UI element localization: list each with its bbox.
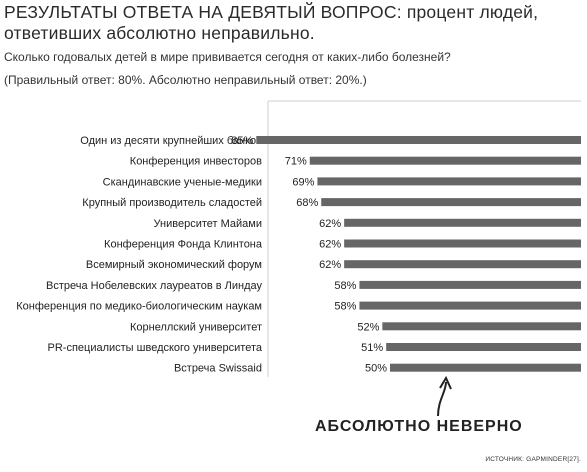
curved-arrow-up-icon	[437, 375, 452, 417]
value-label: 85%	[231, 135, 253, 147]
category-label: Один из десяти крупнейших банков	[80, 135, 262, 147]
bar	[359, 280, 581, 289]
chart-title-main: Результаты ответа на девятый вопрос:	[4, 2, 402, 22]
category-label: Всемирный экономический форум	[86, 259, 262, 271]
bar	[256, 136, 581, 144]
chart-title: Результаты ответа на девятый вопрос: про…	[4, 2, 584, 44]
callout-text: АБСОЛЮТНО НЕВЕРНО	[315, 418, 523, 435]
bars	[256, 136, 581, 372]
value-label: 62%	[319, 239, 341, 251]
bar	[344, 218, 581, 227]
bar	[317, 177, 581, 186]
source-note: ИСТОЧНИК: GAPMINDER[27].	[485, 456, 581, 463]
value-label: 50%	[365, 363, 387, 375]
bar	[344, 260, 581, 269]
category-label: Университет Майами	[154, 218, 262, 230]
value-label: 62%	[319, 218, 341, 230]
bar	[359, 301, 581, 310]
category-label: PR-специалисты шведского университета	[48, 342, 263, 354]
value-label: 58%	[334, 301, 356, 313]
bar	[321, 198, 581, 207]
value-label: 68%	[296, 197, 318, 209]
bar	[390, 363, 581, 372]
bar	[309, 156, 581, 165]
value-label: 58%	[334, 280, 356, 292]
category-label: Конференция инвесторов	[130, 156, 262, 168]
value-label: 62%	[319, 259, 341, 271]
category-label: Скандинавские ученые-медики	[103, 176, 262, 188]
bar	[344, 239, 581, 248]
category-label: Корнеллский университет	[130, 321, 262, 333]
value-label: 51%	[361, 342, 383, 354]
category-labels: Один из десяти крупнейших банков Конферен…	[16, 135, 263, 375]
category-label: Встреча Swissaid	[174, 363, 262, 375]
chart-answer-note: (Правильный ответ: 80%. Абсолютно неправ…	[4, 73, 367, 87]
category-label: Крупный производитель сладостей	[82, 197, 262, 209]
value-label: 71%	[285, 156, 307, 168]
chart-frame	[267, 100, 581, 377]
bar	[386, 343, 581, 351]
chart-title-rest: процент людей, ответивших абсолютно непр…	[4, 2, 539, 43]
value-label: 69%	[292, 176, 314, 188]
category-label: Встреча Нобелевских лауреатов в Линдау	[46, 280, 262, 292]
chart-question: Сколько годовалых детей в мире прививает…	[4, 50, 451, 64]
category-label: Конференция по медико-биологическим наук…	[16, 301, 262, 313]
bar	[382, 322, 581, 331]
category-label: Конференция Фонда Клинтона	[104, 239, 263, 251]
value-labels: 85%71%69%68%62%62%62%58%58%52%51%50%	[231, 135, 387, 375]
value-label: 52%	[357, 321, 379, 333]
